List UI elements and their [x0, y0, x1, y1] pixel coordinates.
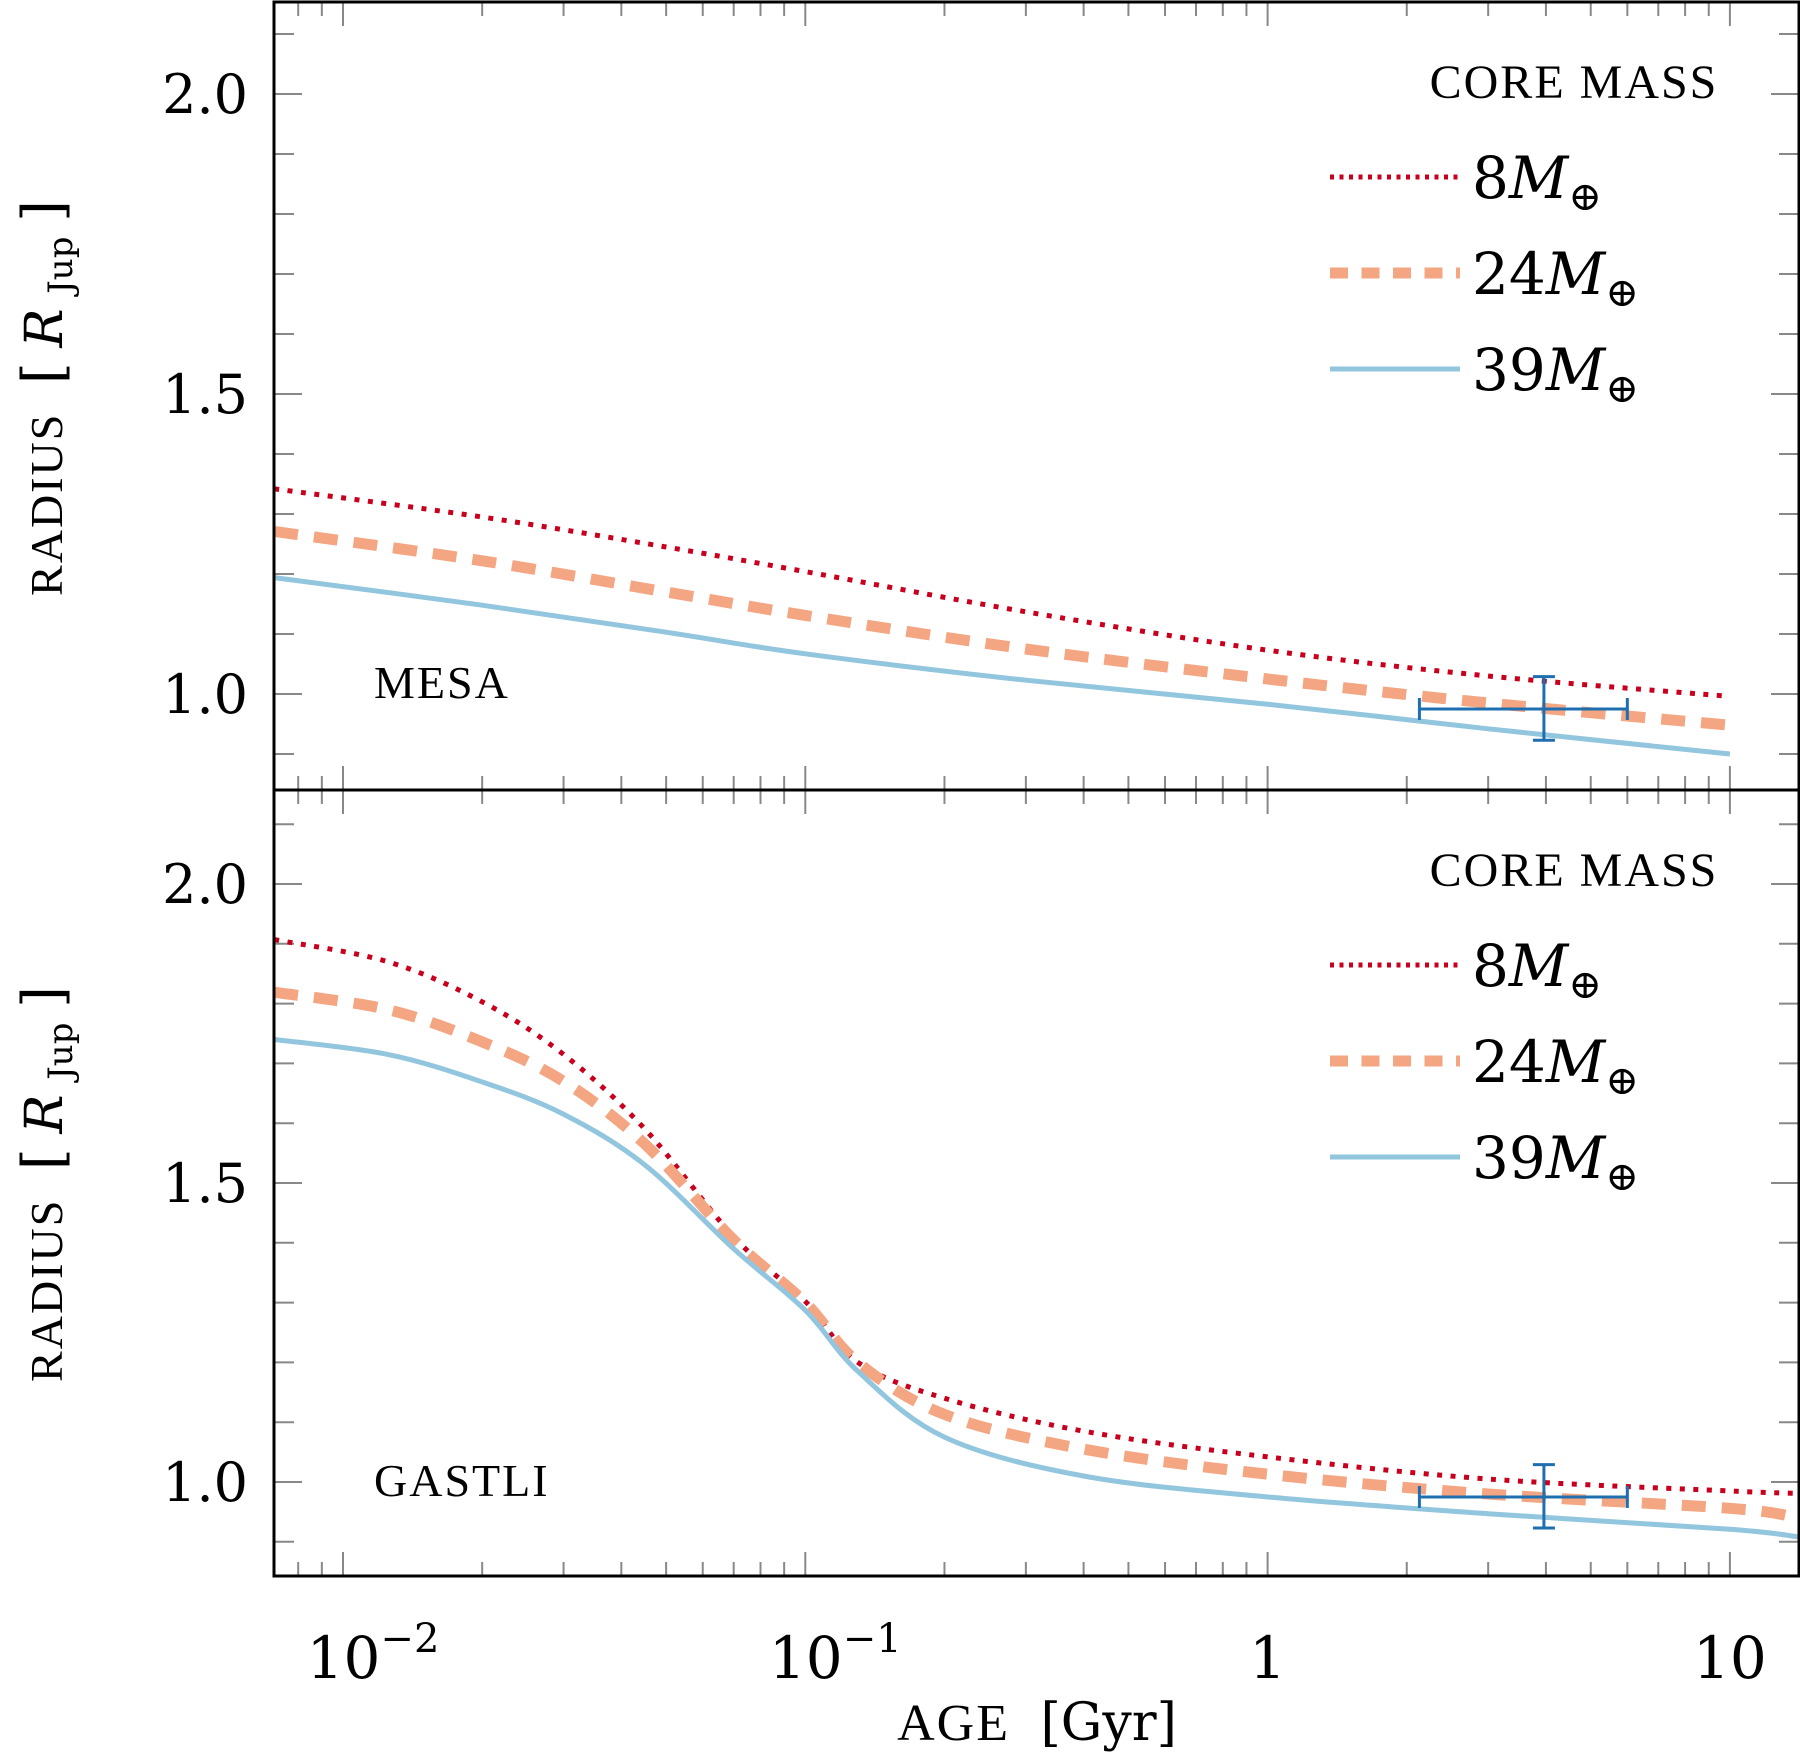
y-tick-label: 1.0	[162, 663, 248, 726]
earth-symbol-icon: ⊕	[1568, 962, 1602, 1008]
x-tick-label: 10−1	[769, 1616, 902, 1692]
y-axis-label-top: RADIUS [ R Jup ]	[11, 200, 83, 596]
y-tick-label: 2.0	[162, 63, 248, 126]
y-label-subscript: Jup	[41, 237, 81, 297]
svg-text:RADIUS [ R J: RADIUS [ R Jup ]	[11, 986, 83, 1382]
legend-mass-symbol: M	[1508, 932, 1570, 1000]
legend-mass-symbol: M	[1545, 1028, 1607, 1096]
y-tick-label: 1.5	[162, 363, 248, 426]
legend-mass-value: 24	[1472, 240, 1546, 308]
legend-mass-value: 24	[1472, 1028, 1546, 1096]
legend-mass-symbol: M	[1545, 240, 1607, 308]
series-group	[274, 486, 1731, 757]
y-label-bracket-close: ]	[11, 986, 76, 1008]
legend-item-39m: 39M⊕	[1330, 336, 1639, 412]
legend-item-8m: 8M⊕	[1330, 144, 1602, 220]
svg-text:RADIUS [ R J: RADIUS [ R Jup ]	[11, 200, 83, 596]
earth-symbol-icon: ⊕	[1605, 1154, 1639, 1200]
x-tick-base: 10	[769, 1624, 843, 1692]
legend-mass-symbol: M	[1508, 144, 1570, 212]
legend-label: 8M⊕	[1472, 932, 1602, 1008]
x-tick-base: 10	[307, 1624, 381, 1692]
legend-label: 24M⊕	[1472, 240, 1639, 316]
x-ticks	[297, 2, 1731, 790]
y-label-bracket-open: [	[11, 362, 76, 384]
legend-mass-symbol: M	[1545, 1124, 1607, 1192]
legend-title: CORE MASS	[1430, 56, 1719, 109]
y-tick-label: 2.0	[162, 853, 248, 916]
x-axis-label: AGE [Gyr]	[897, 1693, 1177, 1753]
y-axis-label-bottom: RADIUS [ R Jup ]	[11, 986, 83, 1382]
legend-label: 39M⊕	[1472, 336, 1639, 412]
legend-mass-value: 39	[1472, 1124, 1546, 1192]
y-tick-label: 1.0	[162, 1451, 248, 1514]
panel-title: GASTLI	[374, 1455, 550, 1506]
x-label-unit: [Gyr]	[1041, 1693, 1177, 1753]
y-label-symbol: R	[15, 1094, 75, 1134]
y-label-main: RADIUS	[21, 1199, 72, 1382]
y-ticks	[274, 823, 1799, 1543]
earth-symbol-icon: ⊕	[1605, 1058, 1639, 1104]
x-tick-label: 1	[1249, 1624, 1286, 1692]
panel-frame	[272, 788, 1800, 1578]
legend-item-8m: 8M⊕	[1330, 932, 1602, 1008]
series-line-8m	[274, 937, 1799, 1496]
legend-item-24m: 24M⊕	[1330, 240, 1639, 316]
series-line-39m	[274, 575, 1731, 757]
y-label-subscript: Jup	[41, 1023, 81, 1083]
legend-mass-value: 8	[1472, 144, 1509, 212]
legend-mass-symbol: M	[1545, 336, 1607, 404]
legend-label: 39M⊕	[1472, 1124, 1639, 1200]
legend-label: 24M⊕	[1472, 1028, 1639, 1104]
series-line-24m	[274, 986, 1799, 1524]
x-tick-base: 1	[1249, 1624, 1286, 1692]
legend-item-39m: 39M⊕	[1330, 1124, 1639, 1200]
y-label-symbol: R	[15, 308, 75, 348]
y-label-bracket-open: [	[11, 1148, 76, 1170]
y-ticks	[274, 33, 1799, 755]
earth-symbol-icon: ⊕	[1568, 174, 1602, 220]
series-line-24m	[274, 525, 1731, 731]
x-tick-exponent: −2	[380, 1616, 439, 1662]
legend-mass-value: 39	[1472, 336, 1546, 404]
y-tick-label: 1.5	[162, 1152, 248, 1215]
observation-errorbar	[1417, 1463, 1629, 1530]
series-line-39m	[274, 1037, 1799, 1540]
legend-label: 8M⊕	[1472, 144, 1602, 220]
legend-title: CORE MASS	[1430, 844, 1719, 897]
x-tick-exponent: −1	[843, 1616, 902, 1662]
x-ticks	[297, 790, 1731, 1576]
earth-symbol-icon: ⊕	[1605, 270, 1639, 316]
earth-symbol-icon: ⊕	[1605, 366, 1639, 412]
x-tick-base: 10	[1693, 1624, 1767, 1692]
legend-item-24m: 24M⊕	[1330, 1028, 1639, 1104]
y-label-main: RADIUS	[21, 413, 72, 596]
series-group	[274, 937, 1799, 1540]
panel-title: MESA	[374, 657, 510, 708]
series-line-8m	[274, 486, 1731, 699]
observation-errorbar	[1417, 675, 1629, 742]
x-tick-label: 10	[1693, 1624, 1767, 1692]
legend-mass-value: 8	[1472, 932, 1509, 1000]
x-tick-label: 10−2	[307, 1616, 440, 1692]
y-label-bracket-close: ]	[11, 200, 76, 222]
x-label-main: AGE	[897, 1695, 1010, 1752]
